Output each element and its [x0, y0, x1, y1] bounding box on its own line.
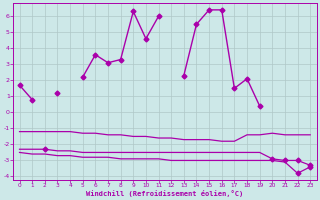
X-axis label: Windchill (Refroidissement éolien,°C): Windchill (Refroidissement éolien,°C)	[86, 190, 244, 197]
